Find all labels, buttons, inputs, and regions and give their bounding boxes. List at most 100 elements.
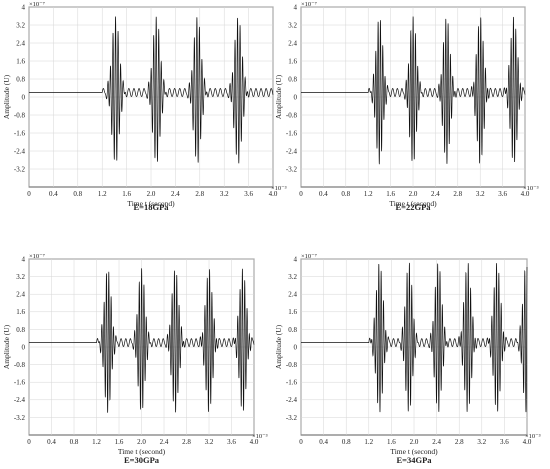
x-tick-label: 4.0 bbox=[250, 438, 259, 446]
panel-caption: E=22GPa bbox=[395, 202, 431, 212]
y-tick-label: -1.6 bbox=[14, 129, 26, 137]
y-tick-label: 2.4 bbox=[16, 39, 25, 47]
x-tick-label: 4.0 bbox=[521, 190, 530, 198]
y-tick-label: 1.6 bbox=[16, 57, 25, 65]
x-tick-label: 0 bbox=[299, 190, 303, 198]
x-multiplier: ×10⁻³ bbox=[271, 185, 287, 192]
x-tick-label: 2.0 bbox=[410, 438, 419, 446]
y-tick-label: 2.4 bbox=[16, 291, 25, 299]
chart-panel-4: -3.2 -2.4 -1.6 -0.8 0 0.8 1.6 2.4 3.2 4 0 0.4 0.8 1.2… bbox=[274, 253, 541, 465]
y-tick-label: 3.2 bbox=[16, 21, 25, 29]
x-tick-label: 4.0 bbox=[523, 438, 532, 446]
amplitude-series-line bbox=[29, 268, 255, 413]
x-tick-label: 1.2 bbox=[92, 438, 101, 446]
chart-panel-3: -3.2 -2.4 -1.6 -0.8 0 0.8 1.6 2.4 3.2 4 0 0.4 0.8 1.2… bbox=[2, 253, 268, 465]
x-tick-label: 1.2 bbox=[364, 438, 373, 446]
y-tick-label: 0 bbox=[22, 343, 26, 351]
y-tick-label: -1.6 bbox=[286, 129, 298, 137]
x-tick-label: 3.2 bbox=[205, 438, 214, 446]
amplitude-series-line bbox=[301, 16, 526, 165]
y-tick-label: 0.8 bbox=[16, 75, 25, 83]
x-tick-label: 0 bbox=[27, 438, 31, 446]
x-axis-label: Time t (second) bbox=[389, 199, 437, 208]
y-tick-label: -3.2 bbox=[14, 414, 26, 422]
x-tick-label: 0.4 bbox=[319, 190, 328, 198]
chart-panel-2: -3.2 -2.4 -1.6 -0.8 0 0.8 1.6 2.4 3.2 4 0 0.4 0.8 1.2… bbox=[274, 1, 539, 212]
x-tick-label: 4.0 bbox=[269, 190, 278, 198]
x-tick-label: 3.6 bbox=[498, 190, 507, 198]
x-axis-label: Time t (second) bbox=[118, 447, 166, 456]
y-tick-label: -0.8 bbox=[14, 361, 26, 369]
y-tick-label: -0.8 bbox=[14, 111, 26, 119]
x-tick-label: 2.4 bbox=[431, 190, 440, 198]
x-tick-label: 2.4 bbox=[171, 190, 180, 198]
amplitude-series-line bbox=[29, 16, 274, 164]
y-tick-label: 1.6 bbox=[288, 57, 297, 65]
x-multiplier: ×10⁻³ bbox=[523, 185, 539, 192]
x-tick-label: 3.6 bbox=[244, 190, 253, 198]
y-tick-label: 4 bbox=[22, 3, 26, 11]
chart-panel-1: -3.2 -2.4 -1.6 -0.8 0 0.8 1.6 2.4 3.2 4 0 0.4 0.8 1.2… bbox=[2, 1, 287, 212]
x-tick-label: 1.2 bbox=[98, 190, 107, 198]
x-tick-label: 1.6 bbox=[122, 190, 131, 198]
y-tick-label: 0.8 bbox=[16, 326, 25, 334]
y-tick-label: 0.8 bbox=[288, 326, 297, 334]
y-multiplier: ×10⁻⁷ bbox=[29, 253, 45, 260]
y-tick-label: 0 bbox=[294, 343, 298, 351]
x-tick-label: 2.8 bbox=[453, 190, 462, 198]
x-tick-label: 2.0 bbox=[147, 190, 156, 198]
x-tick-label: 3.2 bbox=[477, 438, 486, 446]
x-tick-label: 1.2 bbox=[364, 190, 373, 198]
y-axis-label: Amplitude (U) bbox=[274, 74, 283, 119]
y-axis-label: Amplitude (U) bbox=[2, 324, 11, 369]
y-tick-label: -2.4 bbox=[286, 147, 298, 155]
x-tick-label: 0.4 bbox=[49, 190, 58, 198]
x-tick-label: 3.2 bbox=[476, 190, 485, 198]
x-tick-label: 0.8 bbox=[342, 438, 351, 446]
y-tick-label: -2.4 bbox=[14, 396, 26, 404]
y-tick-label: -0.8 bbox=[286, 361, 298, 369]
x-tick-label: 0.4 bbox=[319, 438, 328, 446]
x-tick-label: 2.0 bbox=[409, 190, 418, 198]
x-multiplier: ×10⁻³ bbox=[252, 433, 268, 440]
y-multiplier: ×10⁻⁷ bbox=[301, 253, 317, 260]
y-tick-label: 3.2 bbox=[288, 273, 297, 281]
x-tick-label: 0.8 bbox=[341, 190, 350, 198]
x-tick-label: 3.2 bbox=[220, 190, 229, 198]
x-tick-label: 1.6 bbox=[115, 438, 124, 446]
y-tick-label: 2.4 bbox=[288, 39, 297, 47]
y-tick-label: 0 bbox=[22, 93, 26, 101]
x-tick-label: 0.8 bbox=[73, 190, 82, 198]
y-tick-label: -1.6 bbox=[14, 379, 26, 387]
x-tick-label: 1.6 bbox=[386, 190, 395, 198]
y-tick-label: 3.2 bbox=[288, 21, 297, 29]
x-tick-label: 0.4 bbox=[47, 438, 56, 446]
y-tick-label: 4 bbox=[22, 255, 26, 263]
y-tick-label: 1.6 bbox=[288, 308, 297, 316]
x-tick-label: 1.6 bbox=[387, 438, 396, 446]
panel-caption: E=18GPa bbox=[133, 202, 169, 212]
x-tick-label: 3.6 bbox=[500, 438, 509, 446]
x-tick-label: 0.8 bbox=[70, 438, 79, 446]
x-tick-label: 2.8 bbox=[195, 190, 204, 198]
y-tick-label: -3.2 bbox=[286, 165, 298, 173]
y-tick-label: 4 bbox=[294, 255, 298, 263]
y-tick-label: 4 bbox=[294, 3, 298, 11]
x-axis-label: Time t (second) bbox=[127, 199, 175, 208]
y-tick-label: 2.4 bbox=[288, 291, 297, 299]
x-tick-label: 3.6 bbox=[227, 438, 236, 446]
y-tick-label: 1.6 bbox=[16, 308, 25, 316]
panel-caption: E=34GPa bbox=[396, 455, 432, 465]
y-tick-label: 3.2 bbox=[16, 273, 25, 281]
y-axis-label: Amplitude (U) bbox=[274, 324, 283, 369]
x-tick-label: 2.8 bbox=[182, 438, 191, 446]
x-tick-label: 0 bbox=[27, 190, 31, 198]
y-tick-label: 0.8 bbox=[288, 75, 297, 83]
x-multiplier: ×10⁻³ bbox=[525, 433, 541, 440]
y-tick-label: -1.6 bbox=[286, 379, 298, 387]
amplitude-series-line bbox=[301, 262, 528, 413]
y-multiplier: ×10⁻⁷ bbox=[29, 1, 45, 8]
x-tick-label: 2.8 bbox=[455, 438, 464, 446]
x-tick-label: 2.4 bbox=[432, 438, 441, 446]
